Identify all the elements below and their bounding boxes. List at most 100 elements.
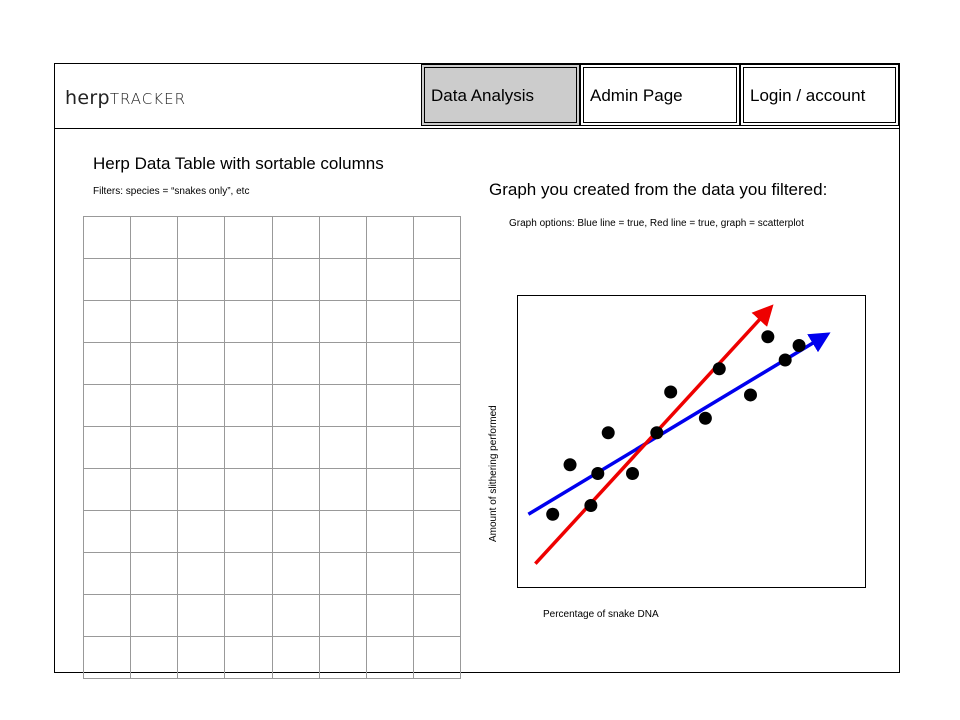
table-cell[interactable] (365, 258, 414, 301)
table-cell[interactable] (177, 468, 226, 511)
table-cell[interactable] (130, 636, 179, 679)
table-header-cell[interactable] (365, 216, 414, 259)
table-cell[interactable] (177, 342, 226, 385)
table-cell[interactable] (224, 342, 273, 385)
table-cell[interactable] (271, 636, 320, 679)
table-cell[interactable] (177, 426, 226, 469)
table-cell[interactable] (82, 510, 132, 553)
logo[interactable]: herpTRACKER (65, 87, 186, 109)
table-cell[interactable] (365, 552, 414, 595)
table-cell[interactable] (365, 594, 414, 637)
table-cell[interactable] (365, 342, 414, 385)
table-cell[interactable] (412, 384, 462, 427)
table-header-cell[interactable] (412, 216, 462, 259)
table-cell[interactable] (82, 594, 132, 637)
table-header-cell[interactable] (271, 216, 320, 259)
table-row[interactable] (82, 552, 462, 595)
table-cell[interactable] (271, 258, 320, 301)
table-cell[interactable] (177, 510, 226, 553)
table-cell[interactable] (271, 510, 320, 553)
table-cell[interactable] (365, 468, 414, 511)
table-cell[interactable] (318, 594, 367, 637)
table-cell[interactable] (224, 510, 273, 553)
table-cell[interactable] (224, 636, 273, 679)
table-row[interactable] (82, 258, 462, 301)
table-cell[interactable] (412, 468, 462, 511)
table-header-cell[interactable] (177, 216, 226, 259)
table-cell[interactable] (365, 384, 414, 427)
table-cell[interactable] (224, 426, 273, 469)
table-cell[interactable] (130, 426, 179, 469)
table-cell[interactable] (271, 342, 320, 385)
table-cell[interactable] (271, 552, 320, 595)
table-cell[interactable] (82, 426, 132, 469)
table-row[interactable] (82, 300, 462, 343)
table-cell[interactable] (412, 300, 462, 343)
table-header-cell[interactable] (224, 216, 273, 259)
table-cell[interactable] (177, 552, 226, 595)
table-cell[interactable] (412, 636, 462, 679)
table-cell[interactable] (412, 594, 462, 637)
table-cell[interactable] (224, 594, 273, 637)
table-cell[interactable] (177, 594, 226, 637)
table-cell[interactable] (412, 342, 462, 385)
table-cell[interactable] (224, 552, 273, 595)
table-row[interactable] (82, 510, 462, 553)
table-header-cell[interactable] (82, 216, 132, 259)
table-cell[interactable] (130, 342, 179, 385)
table-cell[interactable] (177, 384, 226, 427)
table-row[interactable] (82, 216, 462, 259)
nav-data-analysis[interactable]: Data Analysis (421, 64, 580, 126)
table-header-cell[interactable] (130, 216, 179, 259)
table-row[interactable] (82, 384, 462, 427)
graph-options[interactable]: Graph options: Blue line = true, Red lin… (509, 218, 804, 229)
table-cell[interactable] (412, 426, 462, 469)
table-cell[interactable] (318, 384, 367, 427)
table-cell[interactable] (271, 468, 320, 511)
table-cell[interactable] (365, 426, 414, 469)
table-cell[interactable] (130, 552, 179, 595)
table-cell[interactable] (82, 258, 132, 301)
table-cell[interactable] (318, 258, 367, 301)
table-cell[interactable] (271, 384, 320, 427)
table-cell[interactable] (82, 636, 132, 679)
table-cell[interactable] (318, 552, 367, 595)
nav-login-account[interactable]: Login / account (740, 64, 899, 126)
table-cell[interactable] (130, 384, 179, 427)
table-cell[interactable] (177, 636, 226, 679)
table-cell[interactable] (318, 468, 367, 511)
table-cell[interactable] (271, 426, 320, 469)
table-cell[interactable] (318, 342, 367, 385)
table-cell[interactable] (318, 636, 367, 679)
table-row[interactable] (82, 636, 462, 679)
table-cell[interactable] (130, 258, 179, 301)
table-cell[interactable] (130, 300, 179, 343)
table-cell[interactable] (224, 300, 273, 343)
table-cell[interactable] (130, 510, 179, 553)
table-cell[interactable] (224, 468, 273, 511)
table-header-cell[interactable] (318, 216, 367, 259)
table-cell[interactable] (318, 510, 367, 553)
table-cell[interactable] (177, 258, 226, 301)
table-cell[interactable] (82, 342, 132, 385)
filters-text[interactable]: Filters: species = “snakes only”, etc (93, 186, 250, 197)
table-cell[interactable] (318, 426, 367, 469)
table-cell[interactable] (365, 636, 414, 679)
table-cell[interactable] (130, 468, 179, 511)
table-row[interactable] (82, 594, 462, 637)
table-cell[interactable] (224, 258, 273, 301)
table-cell[interactable] (412, 258, 462, 301)
table-cell[interactable] (82, 468, 132, 511)
herp-data-table[interactable] (82, 216, 462, 679)
table-cell[interactable] (412, 552, 462, 595)
table-cell[interactable] (412, 510, 462, 553)
table-cell[interactable] (130, 594, 179, 637)
table-cell[interactable] (82, 552, 132, 595)
table-cell[interactable] (318, 300, 367, 343)
table-cell[interactable] (365, 300, 414, 343)
table-row[interactable] (82, 342, 462, 385)
table-cell[interactable] (224, 384, 273, 427)
table-cell[interactable] (82, 300, 132, 343)
table-cell[interactable] (271, 594, 320, 637)
table-row[interactable] (82, 468, 462, 511)
